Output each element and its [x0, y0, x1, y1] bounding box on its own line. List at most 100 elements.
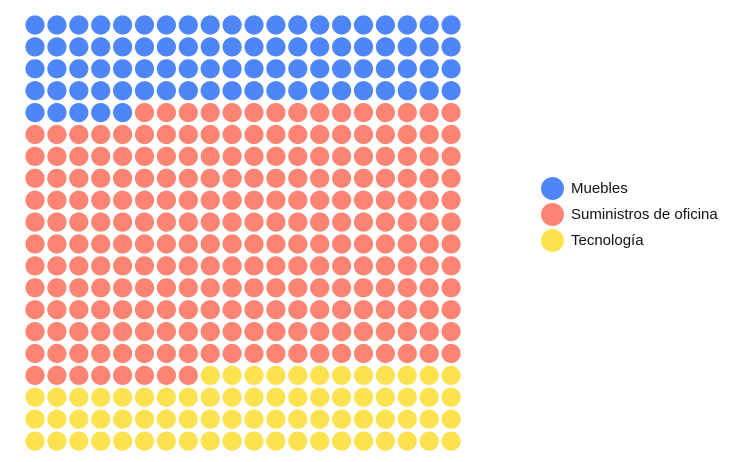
- waffle-cell-tecnologia: [69, 431, 89, 451]
- waffle-cell-suministros-de-oficina: [266, 124, 286, 145]
- waffle-cell-suministros-de-oficina: [244, 103, 264, 123]
- waffle-cell-suministros-de-oficina: [222, 124, 242, 145]
- waffle-cell-suministros-de-oficina: [375, 300, 395, 320]
- waffle-cell-muebles: [69, 103, 89, 123]
- waffle-cell-muebles: [69, 15, 89, 35]
- waffle-cell-suministros-de-oficina: [375, 212, 395, 232]
- waffle-cell-suministros-de-oficina: [222, 212, 242, 232]
- waffle-cell-muebles: [375, 37, 395, 57]
- waffle-cell-suministros-de-oficina: [91, 256, 111, 276]
- waffle-cell-suministros-de-oficina: [222, 343, 242, 364]
- waffle-cell-suministros-de-oficina: [266, 343, 286, 364]
- legend-label-tecnologia: Tecnología: [571, 231, 644, 249]
- waffle-cell-muebles: [288, 59, 308, 79]
- waffle-cell-suministros-de-oficina: [113, 278, 133, 298]
- waffle-cell-tecnologia: [310, 409, 330, 429]
- waffle-cell-suministros-de-oficina: [113, 124, 133, 145]
- waffle-cell-muebles: [200, 37, 220, 57]
- waffle-cell-muebles: [222, 15, 242, 35]
- waffle-cell-suministros-de-oficina: [25, 124, 45, 145]
- waffle-cell-suministros-de-oficina: [134, 190, 155, 210]
- waffle-cell-tecnologia: [244, 365, 264, 385]
- waffle-cell-tecnologia: [441, 409, 461, 429]
- waffle-cell-suministros-de-oficina: [200, 212, 220, 232]
- waffle-chart: [25, 15, 461, 451]
- waffle-cell-muebles: [244, 59, 264, 79]
- waffle-cell-suministros-de-oficina: [353, 103, 374, 123]
- waffle-cell-muebles: [222, 37, 242, 57]
- waffle-cell-tecnologia: [375, 365, 395, 385]
- waffle-cell-muebles: [332, 81, 352, 101]
- waffle-cell-suministros-de-oficina: [419, 343, 439, 364]
- legend-item-tecnologia: Tecnología: [541, 227, 718, 253]
- waffle-cell-suministros-de-oficina: [113, 300, 133, 320]
- waffle-cell-muebles: [113, 15, 133, 35]
- waffle-cell-tecnologia: [178, 409, 198, 429]
- waffle-cell-suministros-de-oficina: [288, 256, 308, 276]
- waffle-cell-suministros-de-oficina: [200, 168, 220, 188]
- waffle-cell-suministros-de-oficina: [375, 124, 395, 145]
- waffle-cell-suministros-de-oficina: [156, 322, 176, 342]
- waffle-cell-suministros-de-oficina: [353, 256, 374, 276]
- waffle-cell-muebles: [91, 59, 111, 79]
- waffle-cell-suministros-de-oficina: [134, 278, 155, 298]
- waffle-cell-suministros-de-oficina: [156, 256, 176, 276]
- waffle-cell-muebles: [419, 59, 439, 79]
- waffle-cell-suministros-de-oficina: [25, 300, 45, 320]
- waffle-cell-suministros-de-oficina: [69, 234, 89, 254]
- waffle-cell-tecnologia: [244, 431, 264, 451]
- waffle-cell-tecnologia: [222, 409, 242, 429]
- waffle-cell-suministros-de-oficina: [375, 256, 395, 276]
- waffle-cell-suministros-de-oficina: [397, 322, 417, 342]
- legend-swatch-muebles: [541, 176, 564, 200]
- waffle-cell-muebles: [353, 59, 374, 79]
- waffle-cell-tecnologia: [113, 409, 133, 429]
- waffle-cell-suministros-de-oficina: [69, 322, 89, 342]
- waffle-cell-muebles: [156, 37, 176, 57]
- waffle-cell-suministros-de-oficina: [310, 300, 330, 320]
- waffle-cell-suministros-de-oficina: [419, 146, 439, 166]
- waffle-cell-suministros-de-oficina: [266, 190, 286, 210]
- waffle-cell-suministros-de-oficina: [244, 212, 264, 232]
- waffle-cell-suministros-de-oficina: [397, 168, 417, 188]
- waffle-cell-suministros-de-oficina: [288, 212, 308, 232]
- waffle-cell-tecnologia: [91, 387, 111, 407]
- waffle-cell-muebles: [25, 81, 45, 101]
- waffle-cell-suministros-de-oficina: [25, 365, 45, 385]
- waffle-cell-suministros-de-oficina: [353, 343, 374, 364]
- waffle-cell-suministros-de-oficina: [178, 365, 198, 385]
- waffle-cell-suministros-de-oficina: [288, 146, 308, 166]
- waffle-cell-tecnologia: [200, 409, 220, 429]
- waffle-cell-tecnologia: [419, 387, 439, 407]
- waffle-cell-suministros-de-oficina: [156, 146, 176, 166]
- waffle-cell-suministros-de-oficina: [200, 256, 220, 276]
- waffle-cell-tecnologia: [310, 365, 330, 385]
- waffle-cell-tecnologia: [156, 409, 176, 429]
- waffle-cell-muebles: [91, 103, 111, 123]
- waffle-cell-muebles: [222, 59, 242, 79]
- waffle-cell-muebles: [113, 103, 133, 123]
- waffle-cell-suministros-de-oficina: [441, 103, 461, 123]
- waffle-cell-muebles: [419, 15, 439, 35]
- waffle-cell-suministros-de-oficina: [288, 103, 308, 123]
- waffle-cell-suministros-de-oficina: [310, 256, 330, 276]
- waffle-cell-muebles: [178, 15, 198, 35]
- waffle-cell-suministros-de-oficina: [310, 103, 330, 123]
- waffle-cell-suministros-de-oficina: [353, 190, 374, 210]
- waffle-cell-tecnologia: [156, 431, 176, 451]
- waffle-cell-suministros-de-oficina: [25, 168, 45, 188]
- waffle-cell-suministros-de-oficina: [397, 212, 417, 232]
- waffle-cell-suministros-de-oficina: [266, 146, 286, 166]
- waffle-cell-suministros-de-oficina: [200, 146, 220, 166]
- waffle-cell-suministros-de-oficina: [25, 278, 45, 298]
- waffle-cell-suministros-de-oficina: [91, 322, 111, 342]
- waffle-cell-suministros-de-oficina: [156, 212, 176, 232]
- waffle-cell-suministros-de-oficina: [419, 124, 439, 145]
- waffle-cell-suministros-de-oficina: [441, 300, 461, 320]
- waffle-cell-suministros-de-oficina: [25, 322, 45, 342]
- waffle-cell-tecnologia: [266, 431, 286, 451]
- waffle-cell-suministros-de-oficina: [222, 300, 242, 320]
- waffle-cell-muebles: [156, 15, 176, 35]
- waffle-cell-suministros-de-oficina: [310, 343, 330, 364]
- waffle-cell-muebles: [375, 81, 395, 101]
